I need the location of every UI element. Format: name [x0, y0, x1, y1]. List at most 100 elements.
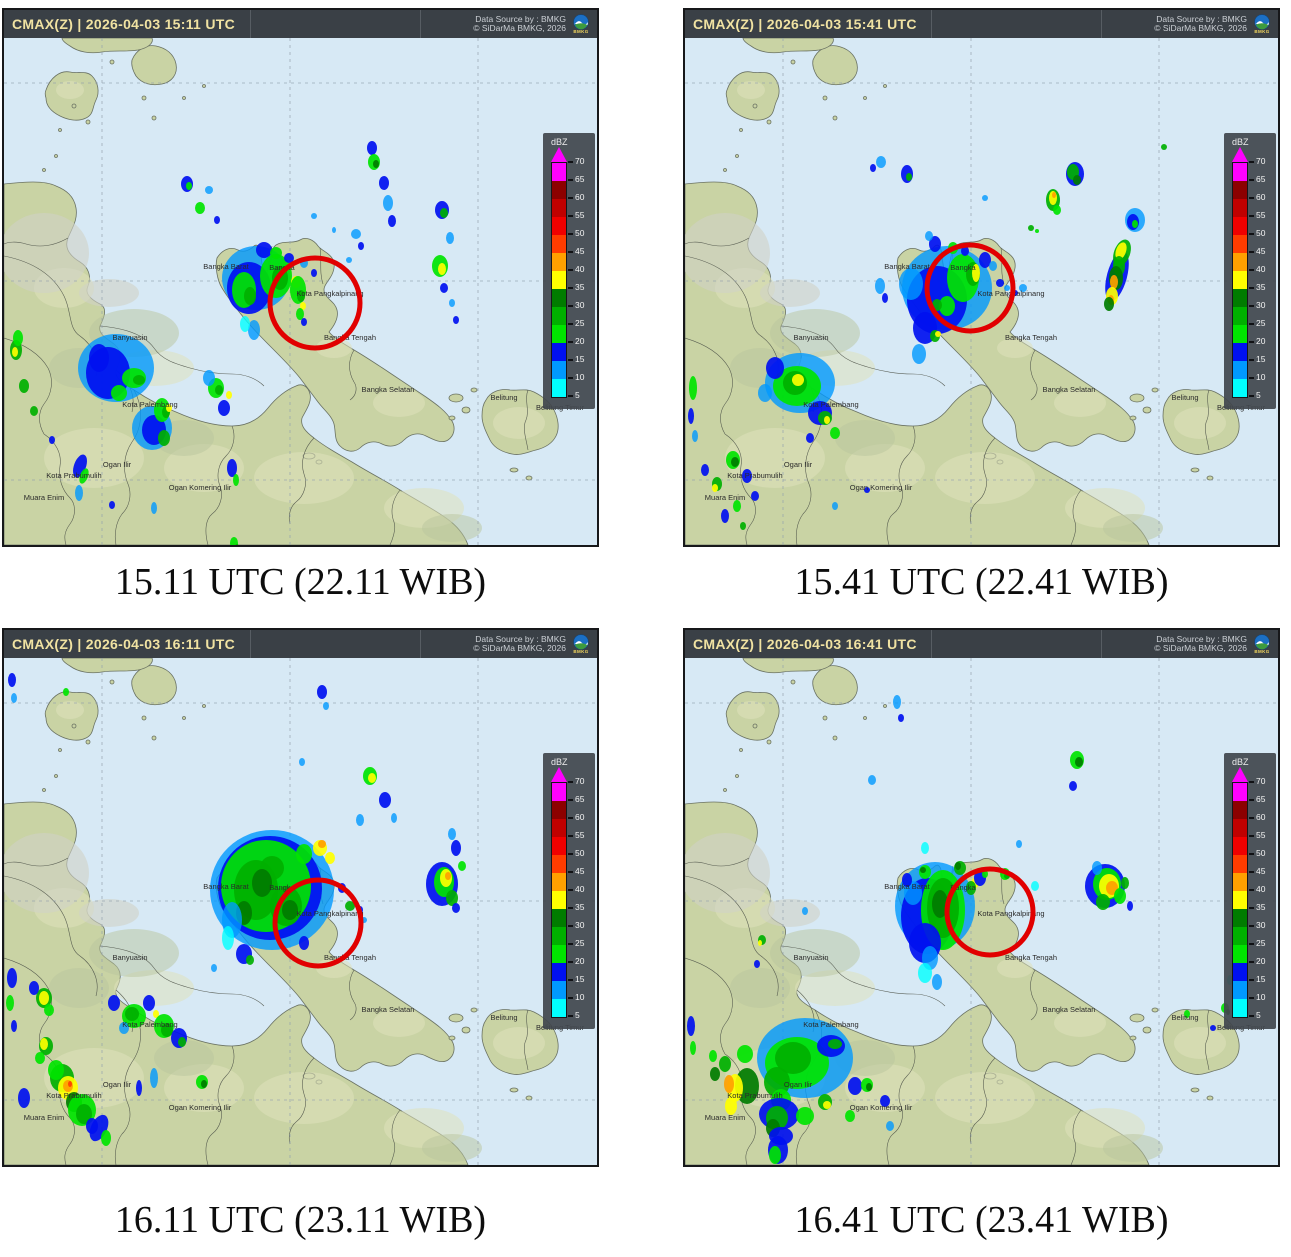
radar-echo [108, 995, 120, 1011]
radar-echo [12, 347, 18, 357]
legend-tick-label: 15 [575, 974, 585, 984]
radar-echo [195, 202, 205, 214]
radar-echo [1161, 144, 1167, 150]
legend-tick-label: 60 [575, 812, 585, 822]
place-label: Belitung [1171, 1013, 1198, 1022]
place-label: Bangka Selatan [362, 1005, 415, 1014]
legend-tick [568, 215, 573, 217]
place-label: Kota Prabumulih [46, 471, 101, 480]
radar-echo [982, 195, 988, 201]
legend-color-step [552, 981, 566, 999]
radar-echo [358, 242, 364, 250]
legend-tick [1249, 341, 1254, 343]
legend-tick-label: 30 [575, 300, 585, 310]
radar-echo [932, 974, 942, 990]
place-label: Muara Enim [705, 1113, 745, 1122]
legend-color-step [552, 945, 566, 963]
legend-color-step [552, 253, 566, 271]
radar-echo [373, 160, 379, 168]
legend-color-step [1233, 963, 1247, 981]
radar-echo [445, 872, 451, 880]
radar-echo [246, 955, 254, 965]
radar-echo [692, 430, 698, 442]
titlebar-divider [1101, 630, 1102, 658]
place-label: Ogan Ilir [784, 1080, 813, 1089]
radar-echo [226, 391, 232, 399]
legend-tick [568, 925, 573, 927]
place-label: Ogan Ilir [103, 1080, 132, 1089]
radar-echo [438, 263, 446, 275]
place-label: Muara Enim [24, 1113, 64, 1122]
legend-tick [568, 835, 573, 837]
radar-echo [311, 269, 317, 277]
radar-echo [119, 1022, 129, 1034]
legend-tick-label: 5 [575, 1010, 580, 1020]
place-label: Bangka Tengah [324, 953, 376, 962]
radar-echo [901, 165, 913, 183]
radar-echo [449, 299, 455, 307]
radar-echo [1004, 285, 1010, 291]
legend-tick-label: 15 [1256, 974, 1266, 984]
legend-tick [568, 395, 573, 397]
radar-echo [731, 457, 739, 467]
radar-echo [1210, 1025, 1216, 1031]
radar-echo [79, 468, 89, 484]
legend-color-step [1233, 999, 1247, 1017]
radar-echo [1052, 192, 1056, 198]
place-label: Bangka [269, 883, 295, 892]
data-source-credits: Data Source by : BMKG © SiDarMa BMKG, 20… [1154, 634, 1247, 654]
legend-tick [1249, 781, 1254, 783]
radar-echo [218, 400, 230, 416]
legend-color-step [552, 343, 566, 361]
radar-echo [796, 1107, 814, 1125]
legend-tick-label: 65 [575, 794, 585, 804]
radar-echo [1104, 297, 1114, 311]
legend-tick-label: 25 [575, 938, 585, 948]
radar-echo [153, 1010, 159, 1018]
radar-echo [921, 842, 929, 854]
radar-echo [929, 236, 941, 252]
radar-echo [775, 1042, 811, 1074]
legend-tick [1249, 997, 1254, 999]
radar-echo [452, 903, 460, 913]
legend-color-step [552, 873, 566, 891]
legend-color-step [552, 163, 566, 181]
legend-color-step [1233, 163, 1247, 181]
radar-echo [44, 1004, 54, 1016]
legend-colorbar [551, 782, 567, 1018]
radar-echo [845, 1110, 855, 1122]
titlebar-divider [931, 630, 932, 658]
legend-tick [568, 305, 573, 307]
radar-echo [979, 252, 991, 268]
legend-color-step [552, 361, 566, 379]
legend-tick-label: 35 [575, 902, 585, 912]
radar-echo [830, 427, 840, 439]
panel-titlebar: CMAX(Z) | 2026-04-03 16:41 UTC Data Sour… [685, 630, 1278, 658]
radar-echo [701, 464, 709, 476]
legend-tick-label: 15 [1256, 354, 1266, 364]
bmkg-logo: BMKG [571, 634, 591, 654]
bmkg-logo-icon [1254, 634, 1270, 650]
radar-echo [136, 1080, 142, 1096]
panel-titlebar: CMAX(Z) | 2026-04-03 15:11 UTC Data Sour… [4, 10, 597, 38]
radar-echo [233, 474, 239, 486]
legend-tick [1249, 1015, 1254, 1017]
product-time-title: CMAX(Z) | 2026-04-03 16:41 UTC [693, 636, 917, 652]
legend-tick [568, 1015, 573, 1017]
place-label: Bangka Tengah [1005, 953, 1057, 962]
legend-tick-label: 20 [1256, 336, 1266, 346]
legend-color-step [1233, 199, 1247, 217]
radar-echo [823, 1101, 831, 1109]
radar-echo [451, 840, 461, 856]
radar-echo [742, 469, 752, 483]
legend-tick-label: 5 [575, 390, 580, 400]
radar-echo [868, 775, 876, 785]
place-label: Bangka Selatan [1043, 1005, 1096, 1014]
legend-color-step [1233, 837, 1247, 855]
radar-echo [11, 693, 17, 703]
legend-title: dBZ [551, 137, 568, 147]
legend-color-step [552, 819, 566, 837]
place-label: Bangka Barat [203, 262, 249, 271]
legend-tick [568, 961, 573, 963]
bmkg-logo-icon [1254, 14, 1270, 30]
